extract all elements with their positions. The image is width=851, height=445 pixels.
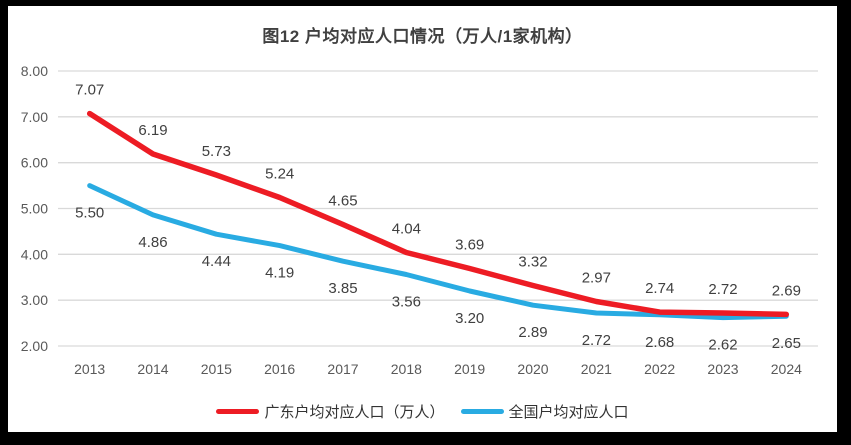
data-label-guangdong: 7.07 [75,82,104,99]
x-axis-tick-label: 2015 [201,361,232,377]
legend-item-national: 全国户均对应人口 [460,401,629,422]
x-axis-tick-label: 2014 [137,361,168,377]
y-axis-tick-label: 5.00 [21,201,48,217]
data-label-national: 3.20 [455,310,484,327]
data-label-guangdong: 4.65 [328,193,357,210]
data-label-national: 2.62 [708,337,737,354]
data-label-national: 5.50 [75,205,104,222]
data-label-national: 2.72 [582,332,611,349]
x-axis-tick-label: 2018 [391,361,422,377]
data-label-national: 2.68 [645,334,674,351]
data-label-guangdong: 3.69 [455,237,484,254]
x-axis-tick-label: 2019 [454,361,485,377]
x-axis-tick-label: 2020 [517,361,548,377]
data-label-guangdong: 2.69 [772,282,801,299]
data-label-guangdong: 5.24 [265,166,294,183]
legend-item-guangdong: 广东户均对应人口（万人） [216,401,445,422]
x-axis-tick-label: 2023 [707,361,738,377]
chart-area: 图12 户均对应人口情况（万人/1家机构） 2.00 3.00 4.00 5.00 6.… [8,6,837,432]
data-label-national: 2.65 [772,335,801,352]
x-axis-tick-label: 2013 [74,361,105,377]
data-label-guangdong: 2.72 [708,281,737,298]
y-axis-tick-label: 2.00 [21,338,48,354]
data-label-guangdong: 6.19 [138,122,167,139]
y-axis-tick-label: 3.00 [21,292,48,308]
data-label-national: 2.89 [518,324,547,341]
series-line-national [87,183,789,321]
y-axis-tick-label: 7.00 [21,109,48,125]
chart-title: 图12 户均对应人口情况（万人/1家机构） [262,27,583,46]
data-label-national: 3.85 [328,280,357,297]
legend-label-guangdong: 广东户均对应人口（万人） [264,404,445,421]
data-label-guangdong: 3.32 [518,254,547,271]
x-axis-tick-label: 2024 [771,361,802,377]
data-label-national: 4.19 [265,265,294,282]
x-axis-tick-label: 2022 [644,361,675,377]
data-label-national: 4.86 [138,234,167,251]
data-label-guangdong: 5.73 [202,143,231,160]
y-axis-tick-label: 8.00 [21,63,48,79]
data-label-guangdong: 2.74 [645,280,674,297]
legend: 广东户均对应人口（万人） 全国户均对应人口 [8,401,837,422]
data-label-guangdong: 2.97 [582,270,611,287]
data-label-guangdong: 4.04 [392,221,421,238]
y-axis-tick-label: 6.00 [21,155,48,171]
legend-label-national: 全国户均对应人口 [508,404,629,421]
x-axis-tick-label: 2016 [264,361,295,377]
data-label-national: 4.44 [202,253,231,270]
series-line-guangdong [86,110,790,318]
data-label-national: 3.56 [392,294,421,311]
legend-line-sample-red [216,409,260,414]
x-axis-tick-label: 2021 [581,361,612,377]
x-axis-tick-label: 2017 [327,361,358,377]
legend-line-sample-blue [460,409,504,414]
y-axis-tick-label: 4.00 [21,246,48,262]
